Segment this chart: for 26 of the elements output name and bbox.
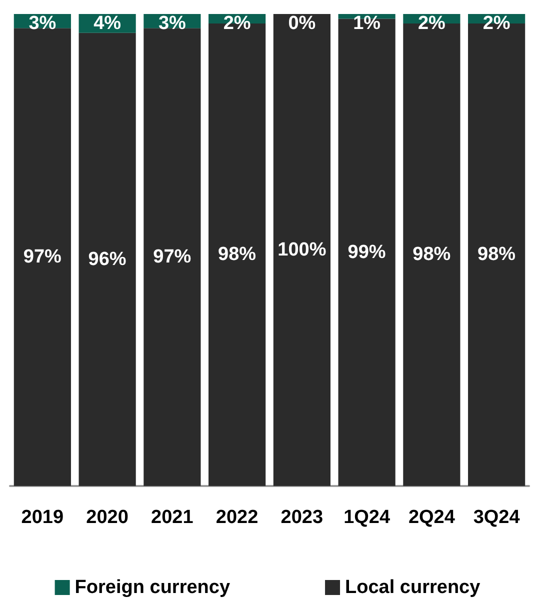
x-tick-label: 2Q24 — [408, 507, 456, 528]
data-label: 100% — [278, 240, 326, 260]
data-label: 99% — [348, 242, 386, 263]
data-label: 0% — [288, 13, 316, 34]
data-label: 3% — [28, 13, 56, 34]
data-label: 96% — [88, 248, 126, 270]
x-tick-label: 2021 — [151, 507, 194, 528]
data-label: 98% — [218, 244, 256, 266]
data-label: 2% — [223, 13, 251, 34]
x-tick-label: 3Q24 — [473, 507, 520, 528]
legend-label: Local currency — [345, 577, 481, 598]
data-label: 3% — [158, 13, 186, 34]
data-label: 98% — [412, 244, 451, 266]
data-label: 2% — [418, 13, 446, 34]
x-tick-label: 2022 — [216, 507, 258, 528]
x-tick-label: 2020 — [86, 507, 128, 528]
x-tick-label: 2023 — [280, 507, 324, 528]
data-label: 97% — [23, 246, 62, 268]
x-tick-label: 1Q24 — [344, 507, 390, 528]
data-label: 2% — [482, 13, 510, 34]
x-tick-label: 2019 — [21, 507, 64, 528]
legend-label: Foreign currency — [74, 577, 230, 598]
data-label: 1% — [353, 13, 381, 34]
data-label: 4% — [94, 13, 122, 34]
data-label: 97% — [153, 246, 192, 268]
data-label: 98% — [478, 244, 516, 266]
